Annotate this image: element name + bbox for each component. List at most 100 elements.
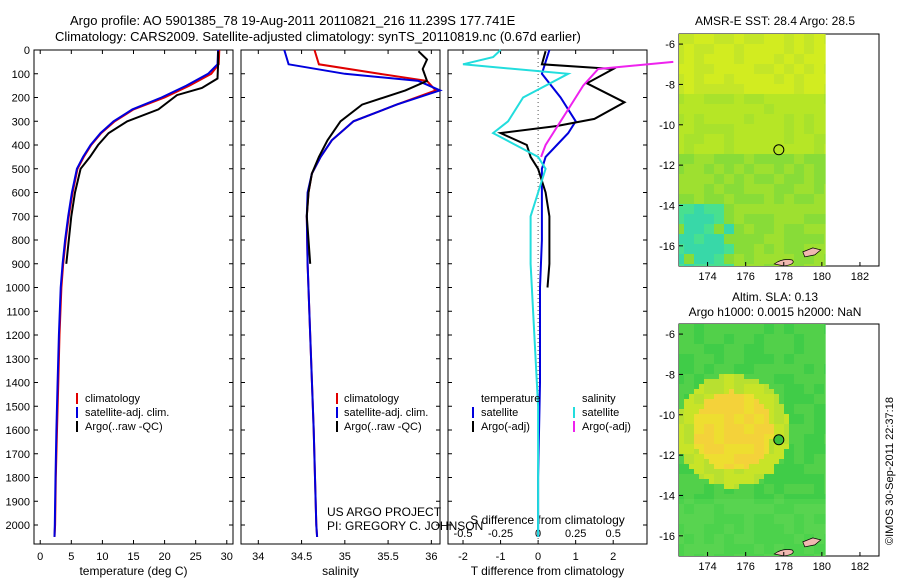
island-shape bbox=[802, 247, 822, 258]
map-y-tick-label: -14 bbox=[659, 490, 675, 502]
map-x-tick-label: 182 bbox=[851, 271, 869, 283]
map-x-tick-label: 178 bbox=[775, 271, 793, 283]
plot-frame bbox=[33, 49, 234, 545]
legend-label-argo: Argo(..raw -QC) bbox=[344, 421, 422, 433]
y-tick-label: 1400 bbox=[6, 378, 30, 390]
y-tick-label: 1200 bbox=[6, 330, 30, 342]
temperature-panel: 0100200300400500600700800900100011001200… bbox=[6, 45, 234, 578]
map-y-tick-label: -12 bbox=[659, 160, 675, 172]
x-tick-label: 15 bbox=[127, 551, 139, 563]
y-tick-label: 800 bbox=[12, 235, 30, 247]
series-line-satellite-adj-clim bbox=[53, 49, 220, 537]
map-x-tick-label: 178 bbox=[775, 561, 793, 573]
plot-frame bbox=[240, 49, 441, 545]
y-tick-label: 700 bbox=[12, 211, 30, 223]
series-line-temperature-argo-adj bbox=[496, 50, 627, 288]
x-tick-label: -1 bbox=[496, 551, 506, 563]
y-tick-label: 1600 bbox=[6, 425, 30, 437]
map-x-tick-label: 182 bbox=[851, 561, 869, 573]
x-tick-label: 1 bbox=[573, 551, 579, 563]
series-line-argo-raw-qc bbox=[65, 51, 220, 264]
header-line1: Argo profile: AO 5901385_78 19-Aug-2011 … bbox=[70, 13, 516, 28]
x-tick-label: 35.5 bbox=[377, 551, 398, 563]
salinity-panel: 34 34.5 35 35.5 36 salinity bbox=[240, 49, 443, 578]
legend-label-sal-argo: Argo(-adj) bbox=[582, 421, 631, 433]
legend-label-temp-satellite: satellite bbox=[481, 407, 518, 419]
map-x-tick-label: 174 bbox=[698, 561, 716, 573]
legend-title-temperature: temperature bbox=[481, 393, 540, 405]
series-line-salinity-satellite bbox=[462, 49, 572, 537]
series-line-satellite-adj-clim bbox=[283, 49, 443, 537]
y-tick-label: 1700 bbox=[6, 449, 30, 461]
y-tick-label: 500 bbox=[12, 164, 30, 176]
x2-axis-label: S difference from climatology bbox=[470, 513, 625, 527]
map-y-tick-label: -8 bbox=[665, 369, 675, 381]
pi-label: PI: GREGORY C. JOHNSON bbox=[327, 519, 483, 533]
map-x-tick-label: 180 bbox=[813, 271, 831, 283]
x2-tick-label: -0.25 bbox=[488, 528, 513, 540]
x2-tick-label: -0.5 bbox=[454, 528, 473, 540]
x2-tick-label: 0.5 bbox=[606, 528, 621, 540]
legend-label-sal-satellite: satellite bbox=[582, 407, 619, 419]
series-line-argo-raw-qc bbox=[305, 50, 429, 264]
legend-label-temp-argo: Argo(-adj) bbox=[481, 421, 530, 433]
x2-tick-label: 0.25 bbox=[565, 528, 586, 540]
map-y-tick-label: -8 bbox=[665, 79, 675, 91]
imos-credit: ©IMOS 30-Sep-2011 22:37:18 bbox=[884, 397, 896, 545]
y-tick-label: 100 bbox=[12, 69, 30, 81]
map-y-tick-label: -12 bbox=[659, 450, 675, 462]
sla-map-panel: 174 176 178 180 182 -6 -8 -10 -12 -14 -16 Altim. SL… bbox=[659, 290, 880, 573]
x-tick-label: 0 bbox=[37, 551, 43, 563]
x-tick-label: 30 bbox=[221, 551, 233, 563]
plot-frame bbox=[447, 49, 648, 545]
map-x-tick-label: 174 bbox=[698, 271, 716, 283]
x-tick-label: 36 bbox=[425, 551, 437, 563]
y-tick-label: 0 bbox=[24, 45, 30, 57]
series-line-salinity-argo-adj bbox=[540, 60, 674, 158]
x-tick-label: 10 bbox=[96, 551, 108, 563]
map-y-tick-label: -6 bbox=[665, 39, 675, 51]
legend-difference-panel: temperature salinity satellite Argo(-adj… bbox=[472, 393, 631, 433]
map-y-tick-label: -14 bbox=[659, 200, 675, 212]
island-shape bbox=[802, 537, 822, 548]
map-y-tick-label: -16 bbox=[659, 241, 675, 253]
legend-label-climatology: climatology bbox=[85, 393, 141, 405]
legend-label-satellite: satellite-adj. clim. bbox=[344, 407, 428, 419]
sla-map-title: Altim. SLA: 0.13 bbox=[732, 290, 818, 304]
y-tick-label: 400 bbox=[12, 140, 30, 152]
map-x-tick-label: 176 bbox=[736, 561, 754, 573]
y-tick-label: 1100 bbox=[6, 306, 30, 318]
sst-map-title: AMSR-E SST: 28.4 Argo: 28.5 bbox=[695, 14, 855, 28]
x-tick-label: 2 bbox=[610, 551, 616, 563]
sst-map-panel: 174 176 178 180 182 -6 -8 -10 -12 -14 -16 AMSR-E SS… bbox=[659, 14, 880, 283]
y-tick-label: 300 bbox=[12, 116, 30, 128]
y-tick-label: 1300 bbox=[6, 354, 30, 366]
series-line-temperature-satellite bbox=[537, 49, 577, 537]
legend-label-satellite: satellite-adj. clim. bbox=[85, 407, 169, 419]
x-axis-label: T difference from climatology bbox=[471, 564, 625, 578]
header-line2: Climatology: CARS2009. Satellite-adjuste… bbox=[55, 29, 581, 44]
legend-title-salinity: salinity bbox=[582, 393, 616, 405]
legend-temperature-panel: climatology satellite-adj. clim. Argo(..… bbox=[76, 393, 169, 433]
project-label: US ARGO PROJECT bbox=[327, 505, 442, 519]
x-tick-label: 34 bbox=[252, 551, 264, 563]
map-y-tick-label: -6 bbox=[665, 329, 675, 341]
y-tick-label: 600 bbox=[12, 188, 30, 200]
map-x-tick-label: 176 bbox=[736, 271, 754, 283]
argo-position-marker bbox=[773, 144, 785, 156]
legend-salinity-panel: climatology satellite-adj. clim. Argo(..… bbox=[336, 393, 428, 433]
x-tick-label: 25 bbox=[190, 551, 202, 563]
sla-map-subtitle: Argo h1000: 0.0015 h2000: NaN bbox=[689, 305, 862, 319]
x-tick-label: 0 bbox=[535, 551, 541, 563]
y-tick-label: 200 bbox=[12, 93, 30, 105]
x-tick-label: 5 bbox=[68, 551, 74, 563]
x-axis-label: salinity bbox=[322, 564, 359, 578]
x-axis-label: temperature (deg C) bbox=[79, 564, 187, 578]
argo-position-marker bbox=[773, 434, 785, 446]
map-y-tick-label: -16 bbox=[659, 531, 675, 543]
legend-label-climatology: climatology bbox=[344, 393, 400, 405]
x-tick-label: 20 bbox=[158, 551, 170, 563]
y-tick-label: 2000 bbox=[6, 520, 30, 532]
map-x-tick-label: 180 bbox=[813, 561, 831, 573]
